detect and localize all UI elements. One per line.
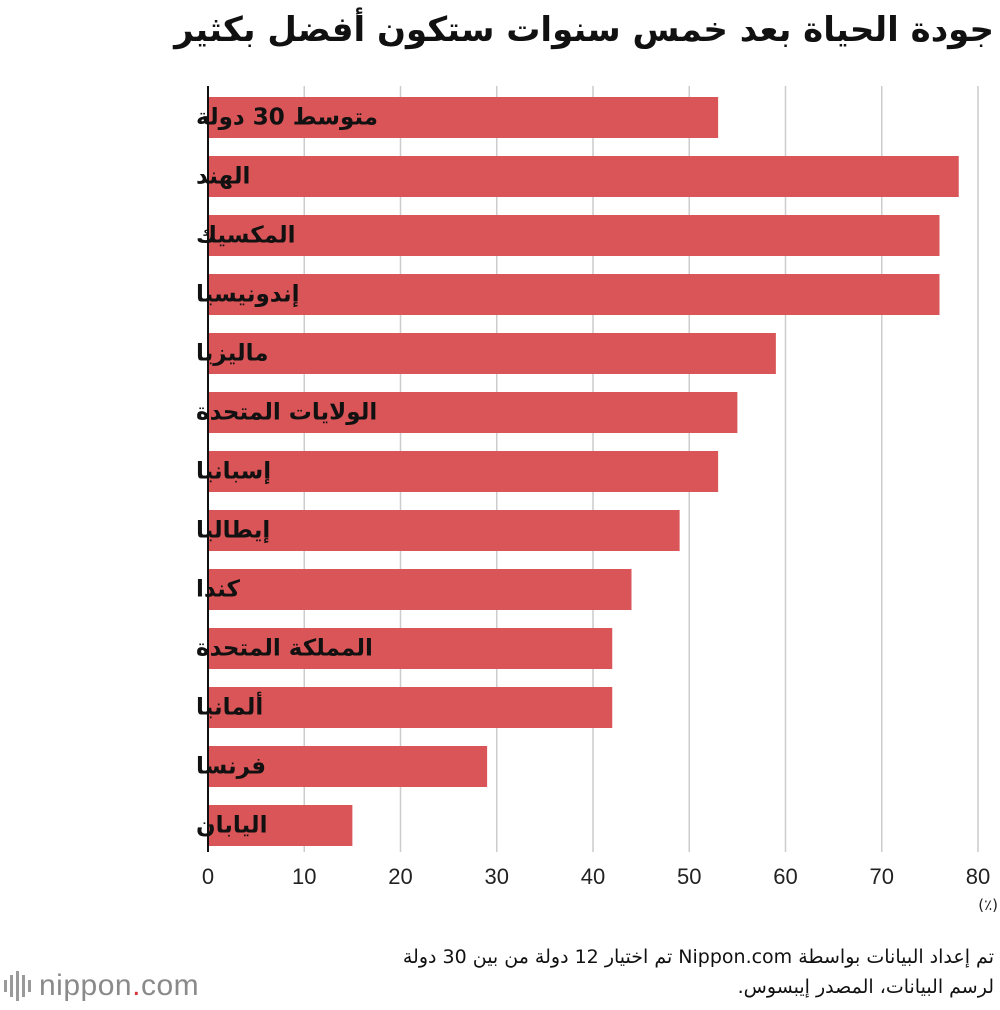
category-label-3: إندونيسيا	[196, 282, 300, 308]
chart-title: جودة الحياة بعد خمس سنوات ستكون أفضل بكث…	[174, 10, 994, 50]
category-label-8: كندا	[196, 577, 241, 603]
category-label-2: المكسيك	[196, 223, 296, 249]
category-label-0: متوسط 30 دولة	[196, 105, 378, 131]
bar-9	[208, 628, 613, 669]
category-label-5: الولايات المتحدة	[196, 400, 377, 426]
bar-6	[208, 451, 719, 492]
bar-3	[208, 274, 940, 315]
bar-8	[208, 569, 632, 610]
bar-0	[208, 97, 719, 138]
tick-label-50: 50	[677, 864, 701, 889]
bar-1	[208, 156, 959, 197]
logo-name: nippon	[39, 969, 133, 1002]
source-line-2: لرسم البيانات، المصدر إيبسوس.	[737, 976, 994, 998]
bar-10	[208, 687, 613, 728]
nippon-logo: nippon.com	[4, 964, 199, 1008]
bars	[208, 97, 959, 846]
category-label-12: اليابان	[196, 813, 267, 839]
bar-chart: متوسط 30 دولة الهند المكسيك إندونيسيا ماليزي…	[196, 86, 998, 914]
bar-4	[208, 333, 776, 374]
bar-12	[208, 805, 353, 846]
bar-11	[208, 746, 488, 787]
x-axis-ticks: 0 10 20 30 40 50 60 70 80	[202, 864, 990, 889]
tick-label-0: 0	[202, 864, 214, 889]
category-label-10: ألمانيا	[196, 691, 263, 721]
tick-label-80: 80	[966, 864, 990, 889]
source-note: تم إعداد البيانات بواسطة Nippon.com تم ا…	[254, 942, 994, 1002]
logo-text: nippon.com	[39, 969, 199, 1003]
tick-label-70: 70	[870, 864, 894, 889]
tick-label-20: 20	[388, 864, 412, 889]
bar-7	[208, 510, 680, 551]
tick-label-40: 40	[581, 864, 605, 889]
logo-suffix: com	[140, 969, 200, 1002]
logo-bars-icon	[4, 971, 31, 1001]
category-label-4: ماليزيا	[196, 341, 268, 367]
tick-label-10: 10	[292, 864, 316, 889]
unit-label: (٪)	[978, 896, 998, 914]
category-label-1: الهند	[196, 164, 250, 190]
bar-2	[208, 215, 940, 256]
tick-label-30: 30	[485, 864, 509, 889]
category-label-11: فرنسا	[196, 754, 266, 780]
category-label-9: المملكة المتحدة	[196, 636, 373, 662]
tick-label-60: 60	[773, 864, 797, 889]
source-line-1: تم إعداد البيانات بواسطة Nippon.com تم ا…	[402, 946, 994, 968]
logo-dot: .	[132, 969, 141, 1002]
bar-5	[208, 392, 738, 433]
